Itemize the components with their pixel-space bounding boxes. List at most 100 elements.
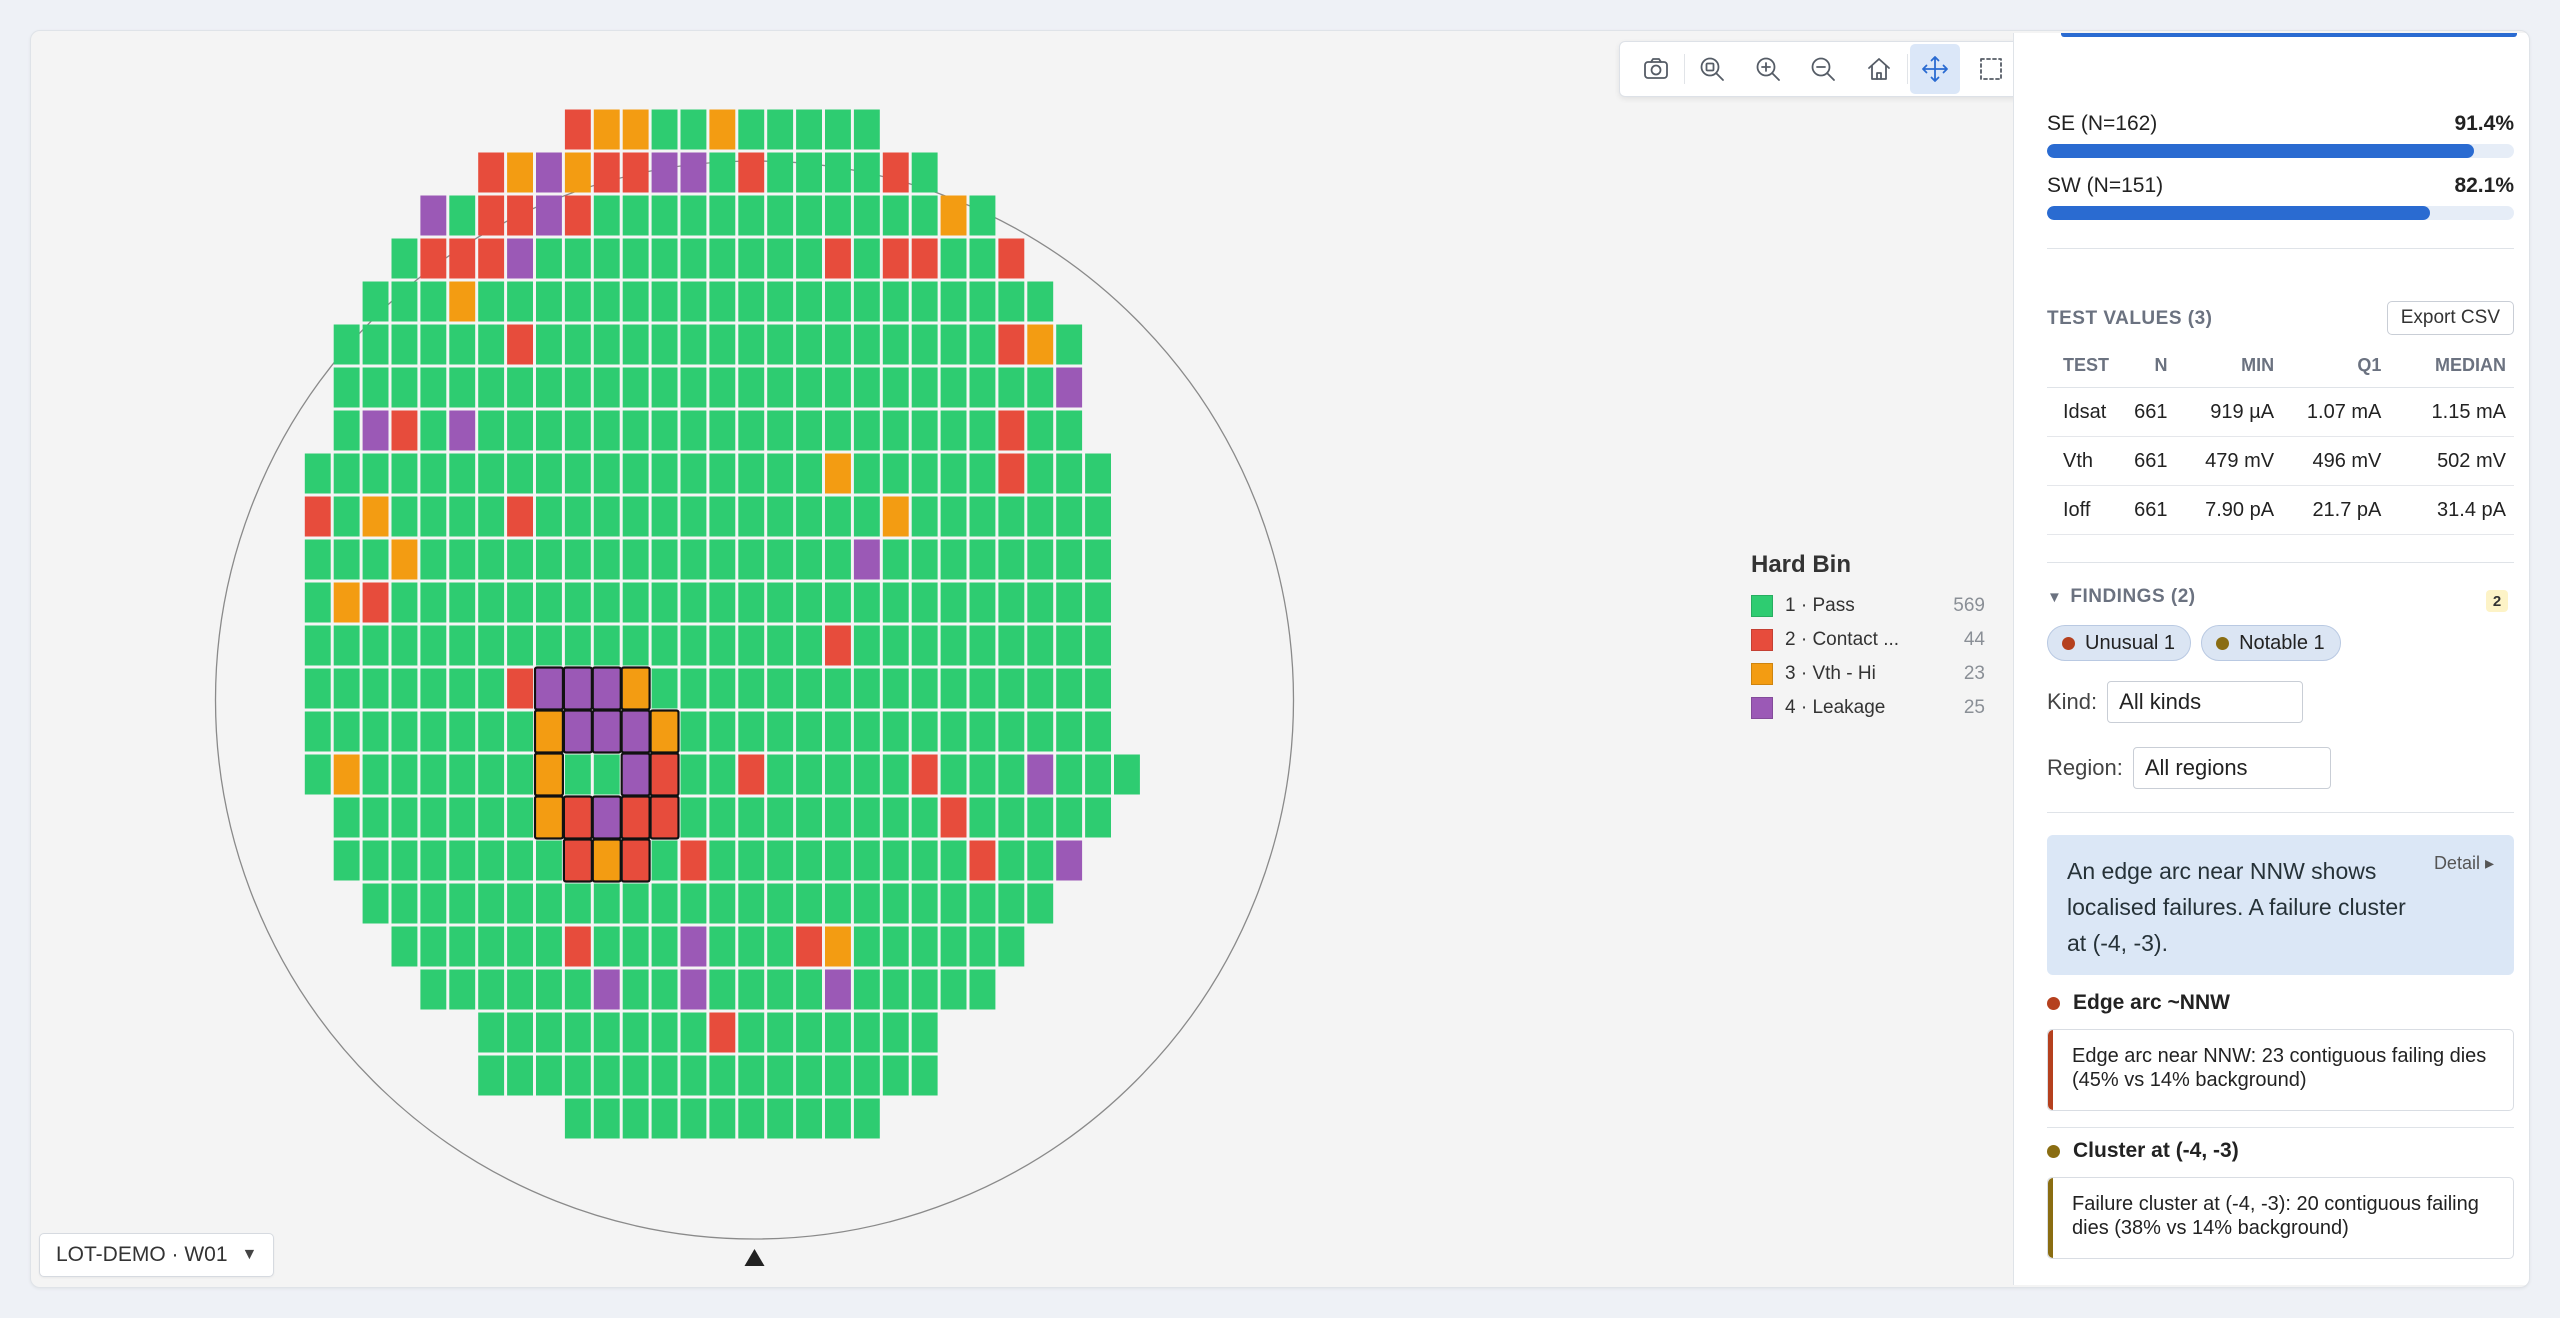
wafer-die[interactable]	[622, 625, 649, 666]
wafer-die[interactable]	[507, 969, 533, 1010]
wafer-die[interactable]	[507, 281, 533, 322]
wafer-die[interactable]	[622, 1098, 649, 1139]
finding-title-cluster[interactable]: Cluster at (-4, -3)	[2047, 1139, 2239, 1163]
wafer-die[interactable]	[651, 496, 678, 537]
wafer-die[interactable]	[651, 539, 678, 580]
wafer-die[interactable]	[882, 1012, 909, 1053]
wafer-die[interactable]	[1027, 711, 1054, 752]
wafer-die[interactable]	[593, 1098, 620, 1139]
wafer-die[interactable]	[651, 453, 678, 494]
wafer-die[interactable]	[767, 1055, 794, 1096]
wafer-die[interactable]	[507, 195, 533, 236]
wafer-die[interactable]	[564, 797, 591, 838]
wafer-die[interactable]	[825, 625, 851, 666]
wafer-die[interactable]	[882, 1055, 909, 1096]
wafer-die[interactable]	[536, 711, 562, 752]
wafer-die[interactable]	[767, 926, 794, 967]
wafer-die[interactable]	[853, 1012, 880, 1053]
wafer-die[interactable]	[767, 152, 794, 193]
wafer-die[interactable]	[969, 754, 996, 795]
wafer-die[interactable]	[507, 324, 533, 365]
wafer-die[interactable]	[1056, 711, 1083, 752]
wafer-die[interactable]	[796, 367, 822, 408]
wafer-die[interactable]	[1085, 625, 1111, 666]
wafer-die[interactable]	[940, 238, 967, 279]
wafer-die[interactable]	[680, 1055, 707, 1096]
wafer-die[interactable]	[853, 711, 880, 752]
wafer-die[interactable]	[767, 238, 794, 279]
findings-toggle[interactable]: ▼ FINDINGS (2)	[2047, 586, 2196, 608]
wafer-die[interactable]	[622, 754, 649, 795]
wafer-die[interactable]	[709, 625, 736, 666]
wafer-die[interactable]	[362, 281, 389, 322]
wafer-die[interactable]	[449, 496, 476, 537]
wafer-die[interactable]	[767, 109, 794, 150]
wafer-die[interactable]	[449, 883, 476, 924]
wafer-die[interactable]	[767, 582, 794, 623]
wafer-die[interactable]	[882, 453, 909, 494]
wafer-die[interactable]	[680, 969, 707, 1010]
wafer-die[interactable]	[1027, 840, 1054, 881]
wafer-die[interactable]	[969, 238, 996, 279]
wafer-die[interactable]	[796, 152, 822, 193]
wafer-die[interactable]	[420, 496, 447, 537]
wafer-die[interactable]	[536, 324, 562, 365]
wafer-die[interactable]	[796, 195, 822, 236]
wafer-die[interactable]	[882, 926, 909, 967]
wafer-die[interactable]	[911, 969, 938, 1010]
wafer-die[interactable]	[882, 711, 909, 752]
wafer-die[interactable]	[680, 410, 707, 451]
wafer-die[interactable]	[796, 1055, 822, 1096]
wafer-die[interactable]	[449, 195, 476, 236]
wafer-die[interactable]	[478, 410, 505, 451]
wafer-die[interactable]	[622, 711, 649, 752]
wafer-die[interactable]	[853, 539, 880, 580]
wafer-die[interactable]	[1085, 539, 1111, 580]
wafer-die[interactable]	[911, 668, 938, 709]
wafer-die[interactable]	[825, 238, 851, 279]
wafer-die[interactable]	[478, 711, 505, 752]
wafer-die[interactable]	[333, 797, 360, 838]
wafer-die[interactable]	[449, 840, 476, 881]
wafer-die[interactable]	[767, 711, 794, 752]
wafer-die[interactable]	[536, 797, 562, 838]
column-header[interactable]: TEST	[2047, 343, 2122, 388]
wafer-die[interactable]	[998, 711, 1025, 752]
wafer-die[interactable]	[709, 1055, 736, 1096]
wafer-die[interactable]	[593, 711, 620, 752]
wafer-die[interactable]	[738, 539, 765, 580]
wafer-die[interactable]	[449, 754, 476, 795]
legend-item[interactable]: 4 · Leakage 25	[1751, 691, 2011, 725]
wafer-die[interactable]	[709, 281, 736, 322]
column-header[interactable]: MIN	[2175, 343, 2283, 388]
wafer-die[interactable]	[998, 324, 1025, 365]
wafer-die[interactable]	[1027, 539, 1054, 580]
wafer-die[interactable]	[1027, 367, 1054, 408]
wafer-die[interactable]	[564, 668, 591, 709]
finding-card-cluster[interactable]: Failure cluster at (-4, -3): 20 contiguo…	[2047, 1177, 2514, 1259]
wafer-die[interactable]	[1027, 582, 1054, 623]
wafer-die[interactable]	[998, 496, 1025, 537]
wafer-die[interactable]	[709, 582, 736, 623]
wafer-die[interactable]	[940, 410, 967, 451]
wafer-die[interactable]	[391, 582, 418, 623]
wafer-die[interactable]	[825, 324, 851, 365]
wafer-die[interactable]	[564, 754, 591, 795]
wafer-die[interactable]	[882, 367, 909, 408]
wafer-die[interactable]	[911, 1055, 938, 1096]
wafer-die[interactable]	[911, 840, 938, 881]
analysis-panel[interactable]: SE (N=162) 91.4% SW (N=151) 82.1% TEST V…	[2013, 33, 2529, 1285]
wafer-die[interactable]	[420, 926, 447, 967]
wafer-die[interactable]	[709, 238, 736, 279]
wafer-die[interactable]	[593, 625, 620, 666]
wafer-die[interactable]	[767, 324, 794, 365]
wafer-die[interactable]	[680, 1098, 707, 1139]
wafer-die[interactable]	[998, 926, 1025, 967]
wafer-die[interactable]	[507, 410, 533, 451]
wafer-die[interactable]	[998, 539, 1025, 580]
wafer-die[interactable]	[796, 668, 822, 709]
wafer-die[interactable]	[420, 840, 447, 881]
wafer-die[interactable]	[911, 926, 938, 967]
wafer-die[interactable]	[507, 1012, 533, 1053]
finding-chip[interactable]: Unusual 1	[2047, 625, 2192, 661]
